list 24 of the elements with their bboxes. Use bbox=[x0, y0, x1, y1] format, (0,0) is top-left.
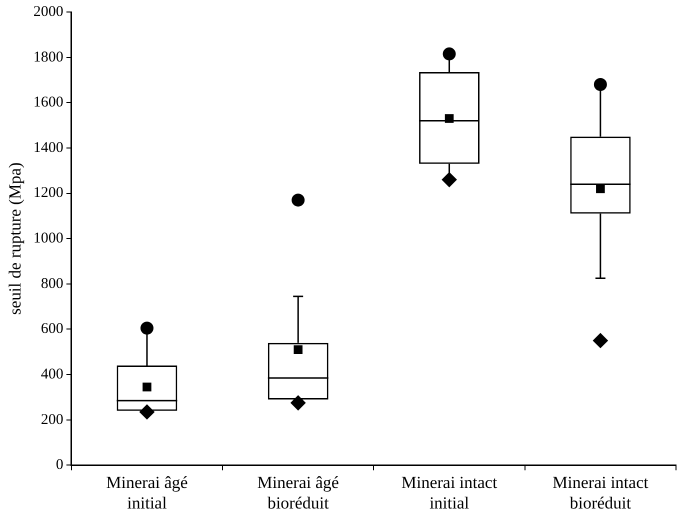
y-tick-label: 1400 bbox=[33, 140, 64, 156]
x-tick-label: Minerai intact initial bbox=[401, 472, 498, 512]
point bbox=[442, 172, 457, 188]
y-tick-label: 1600 bbox=[33, 94, 64, 111]
y-tick-label: 200 bbox=[40, 412, 64, 428]
point bbox=[139, 404, 154, 420]
point bbox=[292, 194, 305, 207]
y-tick-label: 600 bbox=[40, 321, 64, 338]
point bbox=[290, 395, 306, 410]
y-tick-label: 800 bbox=[40, 276, 64, 292]
point bbox=[442, 47, 456, 60]
y-tick-label: 0 bbox=[56, 457, 64, 474]
point bbox=[592, 333, 608, 348]
x-tick-label: Minerai âgé bioréduit bbox=[257, 472, 339, 512]
point bbox=[594, 78, 607, 92]
y-tick-label: 1000 bbox=[33, 230, 64, 247]
y-tick-label: 1200 bbox=[33, 185, 64, 202]
y-tick-label: 1800 bbox=[33, 49, 64, 66]
y-axis-title: seuil de rupture (Mpa) bbox=[6, 162, 25, 315]
y-tick-label: 400 bbox=[40, 366, 64, 382]
x-tick-label: Minerai intact bioréduit bbox=[552, 472, 649, 512]
x-tick-label: Minerai âgé initial bbox=[106, 472, 188, 512]
y-tick-label: 2000 bbox=[33, 4, 64, 20]
point bbox=[140, 322, 154, 335]
